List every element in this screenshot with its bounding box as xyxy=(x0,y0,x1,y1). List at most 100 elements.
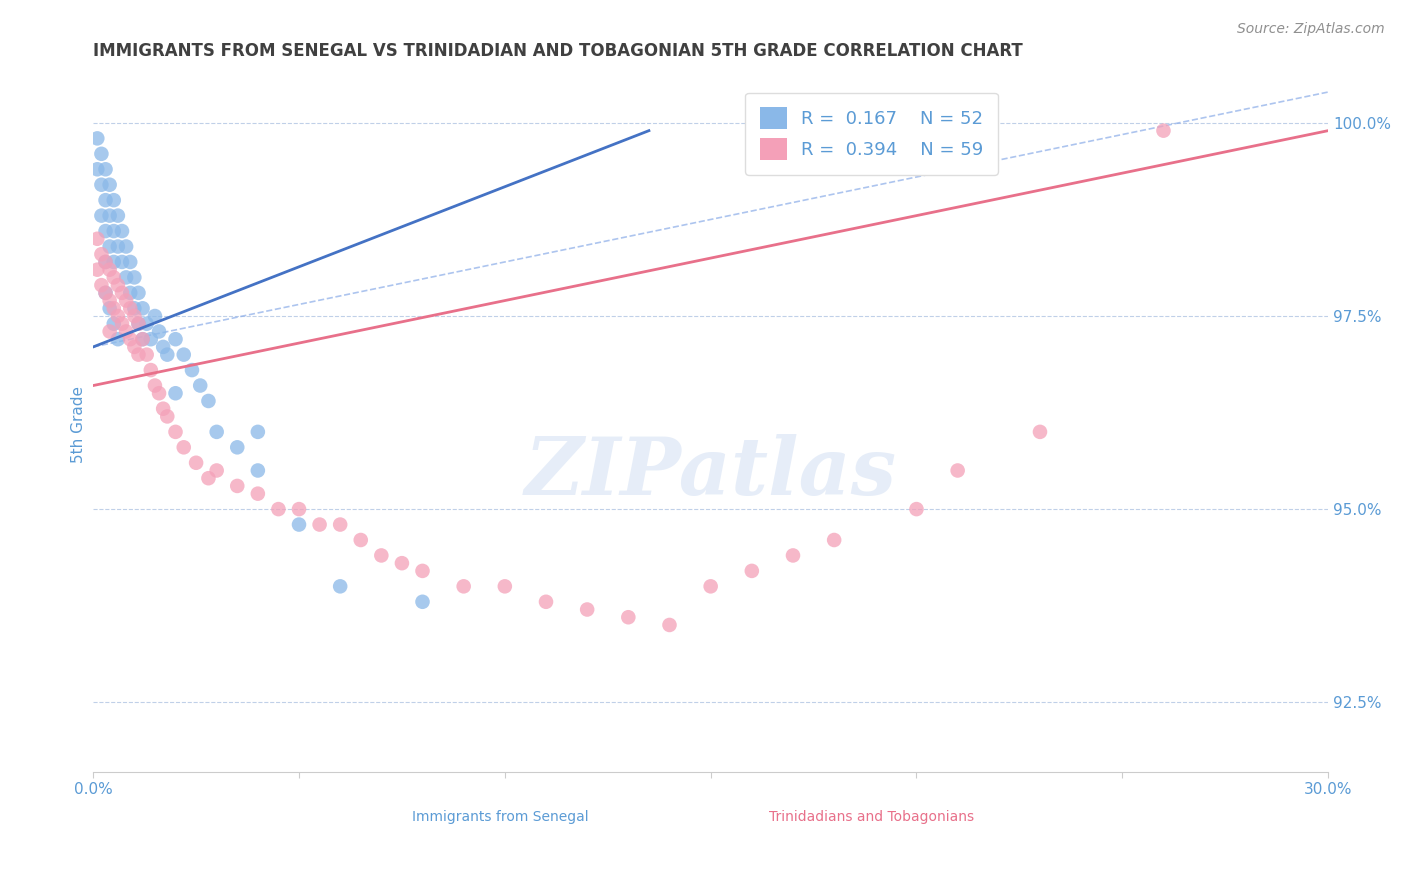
Point xyxy=(165,332,187,346)
Point xyxy=(184,456,207,470)
Point xyxy=(103,270,125,285)
Point xyxy=(90,178,112,192)
Point xyxy=(107,239,129,253)
Point xyxy=(494,579,516,593)
Point xyxy=(188,378,211,392)
Point xyxy=(127,317,149,331)
Point xyxy=(143,309,166,323)
Point xyxy=(165,386,187,401)
Point xyxy=(120,301,142,316)
Point xyxy=(127,285,149,300)
Point xyxy=(181,363,204,377)
Point xyxy=(98,262,121,277)
Point xyxy=(111,224,134,238)
Point xyxy=(94,255,117,269)
Point xyxy=(173,440,195,454)
Point xyxy=(103,301,125,316)
Point xyxy=(288,517,311,532)
Point xyxy=(173,348,195,362)
Point xyxy=(1029,425,1052,439)
Point xyxy=(107,309,129,323)
Point xyxy=(658,618,681,632)
Point xyxy=(135,317,157,331)
Point xyxy=(90,247,112,261)
Legend: R =  0.167    N = 52, R =  0.394    N = 59: R = 0.167 N = 52, R = 0.394 N = 59 xyxy=(745,93,998,175)
Point xyxy=(152,401,174,416)
Point xyxy=(98,325,121,339)
Point xyxy=(205,425,228,439)
Point xyxy=(226,440,249,454)
Point xyxy=(127,348,149,362)
Point xyxy=(98,293,121,308)
Point xyxy=(329,517,352,532)
Point xyxy=(139,363,162,377)
Point xyxy=(148,325,170,339)
Point xyxy=(111,317,134,331)
Point xyxy=(115,293,138,308)
Point xyxy=(905,502,928,516)
Point xyxy=(1153,123,1175,137)
Point xyxy=(94,193,117,207)
Point xyxy=(107,209,129,223)
Point xyxy=(131,332,153,346)
Point xyxy=(86,262,108,277)
Point xyxy=(94,285,117,300)
Point xyxy=(98,178,121,192)
Point xyxy=(197,471,219,485)
Point xyxy=(246,463,269,477)
Point xyxy=(115,239,138,253)
Point xyxy=(143,378,166,392)
Point xyxy=(135,348,157,362)
Point xyxy=(103,193,125,207)
Point xyxy=(412,564,434,578)
Point xyxy=(617,610,640,624)
Point xyxy=(308,517,330,532)
Point xyxy=(98,209,121,223)
Point xyxy=(120,332,142,346)
Point xyxy=(107,332,129,346)
Point xyxy=(124,270,146,285)
Point xyxy=(94,224,117,238)
Point xyxy=(152,340,174,354)
Text: Immigrants from Senegal: Immigrants from Senegal xyxy=(412,810,589,824)
Point xyxy=(350,533,373,547)
Point xyxy=(94,255,117,269)
Text: IMMIGRANTS FROM SENEGAL VS TRINIDADIAN AND TOBAGONIAN 5TH GRADE CORRELATION CHAR: IMMIGRANTS FROM SENEGAL VS TRINIDADIAN A… xyxy=(93,42,1024,60)
Point xyxy=(823,533,845,547)
Point xyxy=(139,332,162,346)
Point xyxy=(131,301,153,316)
Point xyxy=(165,425,187,439)
Point xyxy=(226,479,249,493)
Point xyxy=(124,340,146,354)
Point xyxy=(107,278,129,293)
Text: Source: ZipAtlas.com: Source: ZipAtlas.com xyxy=(1237,22,1385,37)
Text: Trinidadians and Tobagonians: Trinidadians and Tobagonians xyxy=(769,810,974,824)
Point xyxy=(103,255,125,269)
Point xyxy=(94,162,117,177)
Point xyxy=(90,209,112,223)
Point xyxy=(124,301,146,316)
Point xyxy=(86,232,108,246)
Y-axis label: 5th Grade: 5th Grade xyxy=(72,385,86,463)
Point xyxy=(267,502,290,516)
Point xyxy=(94,285,117,300)
Point xyxy=(741,564,763,578)
Point xyxy=(98,239,121,253)
Point xyxy=(156,409,179,424)
Point xyxy=(205,463,228,477)
Point xyxy=(111,255,134,269)
Point xyxy=(156,348,179,362)
Point xyxy=(246,425,269,439)
Point xyxy=(115,325,138,339)
Point xyxy=(90,146,112,161)
Point xyxy=(90,278,112,293)
Point xyxy=(115,270,138,285)
Point xyxy=(103,224,125,238)
Text: ZIPatlas: ZIPatlas xyxy=(524,434,897,511)
Point xyxy=(453,579,475,593)
Point xyxy=(103,317,125,331)
Point xyxy=(246,486,269,500)
Point xyxy=(534,595,557,609)
Point xyxy=(111,285,134,300)
Point xyxy=(120,255,142,269)
